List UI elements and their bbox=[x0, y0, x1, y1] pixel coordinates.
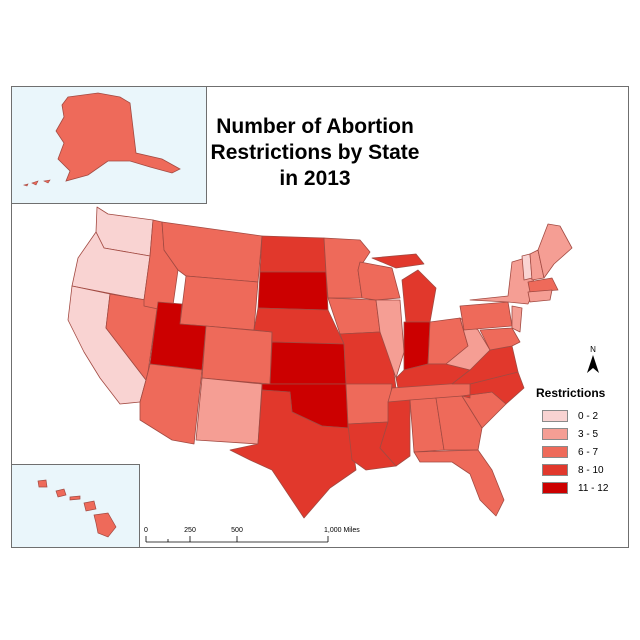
legend-item: 6 - 7 bbox=[542, 443, 628, 461]
state-wisconsin bbox=[357, 261, 401, 301]
legend-title: Restrictions bbox=[536, 386, 606, 400]
state-kansas bbox=[269, 341, 347, 385]
island-hawaii bbox=[93, 512, 117, 538]
island-maui bbox=[83, 500, 97, 512]
state-wyoming bbox=[179, 275, 259, 331]
hawaii-inset bbox=[11, 464, 140, 548]
scale-tick-label: 1,000 Miles bbox=[324, 527, 360, 534]
state-alaska bbox=[55, 92, 181, 182]
legend-swatch bbox=[542, 446, 568, 458]
state-arkansas bbox=[345, 383, 393, 425]
legend-label: 3 - 5 bbox=[578, 428, 599, 440]
legend-item: 8 - 10 bbox=[542, 461, 628, 479]
legend-label: 0 - 2 bbox=[578, 410, 599, 422]
island-oahu bbox=[55, 488, 67, 498]
alaska-map bbox=[22, 92, 181, 187]
state-south-dakota bbox=[257, 271, 329, 311]
map-legend: Restrictions 0 - 2 3 - 5 6 - 7 8 - 10 11… bbox=[528, 386, 628, 497]
state-massachusetts bbox=[527, 277, 559, 293]
legend-item: 3 - 5 bbox=[542, 425, 628, 443]
state-new-mexico bbox=[195, 377, 263, 445]
state-indiana bbox=[403, 321, 431, 371]
state-colorado bbox=[201, 325, 273, 385]
state-michigan bbox=[401, 269, 437, 323]
legend-swatch bbox=[542, 482, 568, 494]
state-north-dakota bbox=[259, 235, 327, 273]
state-texas bbox=[229, 389, 357, 519]
legend-item: 11 - 12 bbox=[542, 479, 628, 497]
legend-label: 11 - 12 bbox=[578, 482, 609, 494]
scale-tick-label: 250 bbox=[184, 527, 196, 534]
legend-label: 6 - 7 bbox=[578, 446, 599, 458]
legend-swatch bbox=[542, 464, 568, 476]
map-title: Number of Abortion Restrictions by State… bbox=[170, 114, 460, 192]
legend-label: 8 - 10 bbox=[578, 464, 604, 476]
state-maine bbox=[537, 223, 573, 279]
state-west-virginia bbox=[445, 317, 491, 371]
island-molokai bbox=[69, 495, 81, 501]
scale-bar: 0 250 500 1,000 Miles bbox=[144, 527, 360, 543]
state-pennsylvania bbox=[459, 301, 513, 331]
state-connecticut-ri bbox=[527, 289, 553, 303]
legend-swatch bbox=[542, 410, 568, 422]
state-maryland-delaware bbox=[479, 327, 521, 351]
state-florida bbox=[413, 449, 505, 517]
map-title-line1: Number of Abortion Restrictions by State bbox=[210, 115, 420, 164]
alaska-inset bbox=[11, 86, 207, 204]
scale-tick-label: 0 bbox=[144, 527, 148, 534]
scale-tick-label: 500 bbox=[231, 527, 243, 534]
legend-swatch bbox=[542, 428, 568, 440]
hawaii-map bbox=[37, 479, 117, 538]
island-kauai bbox=[37, 479, 48, 488]
state-illinois bbox=[375, 299, 405, 379]
north-arrow-label: N bbox=[590, 345, 596, 354]
north-arrow-icon: N bbox=[587, 345, 599, 373]
legend-item: 0 - 2 bbox=[542, 407, 628, 425]
state-north-carolina bbox=[461, 371, 525, 405]
state-georgia bbox=[435, 395, 483, 451]
state-arizona bbox=[139, 363, 203, 445]
state-new-jersey bbox=[511, 305, 523, 333]
state-michigan-up bbox=[371, 253, 425, 269]
map-title-line2: in 2013 bbox=[279, 167, 351, 190]
